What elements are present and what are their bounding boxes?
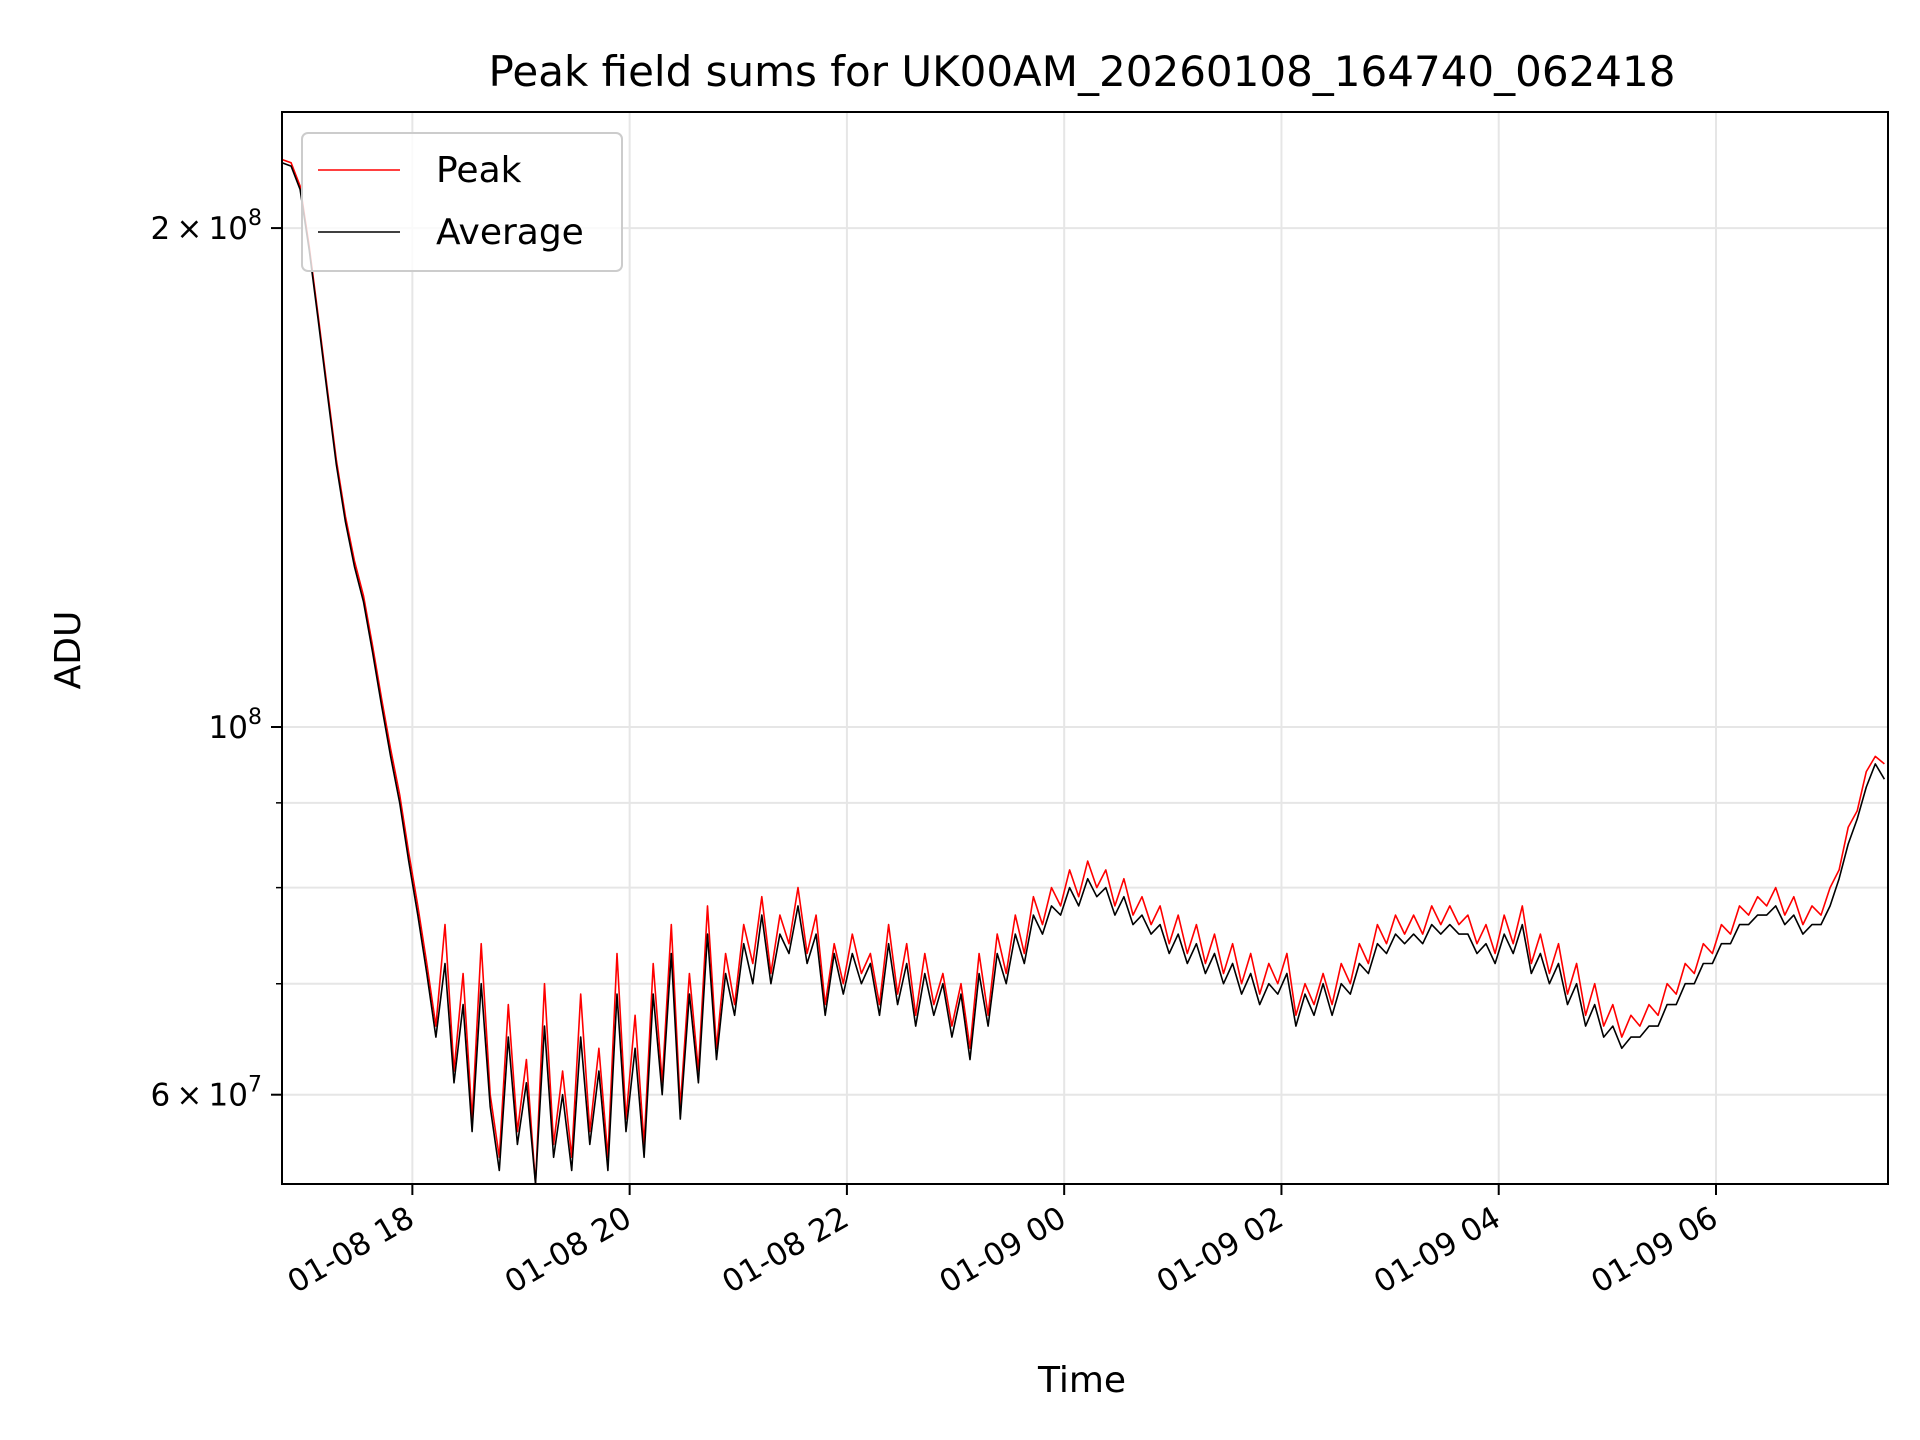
y-tick-label: 6 × 107 [150,1073,262,1114]
chart-title: Peak field sums for UK00AM_20260108_1647… [489,47,1676,96]
legend-label-average: Average [436,212,584,253]
series-line-average [282,162,1886,1184]
legend-box [301,132,623,272]
y-tick-label: 2 × 108 [150,206,262,247]
plot-lines [282,158,1886,1184]
series-line-peak [282,158,1885,1184]
grid [282,112,1888,1184]
plot-frame [281,111,1889,1185]
legend-label-peak: Peak [436,150,522,191]
y-axis-ticks: 6 × 107 108 2 × 108 [150,206,282,1114]
y-axis-label: ADU [48,611,89,690]
legend: Peak Average [301,132,623,272]
x-axis-label: Time [1037,1360,1126,1401]
y-tick-label: 108 [209,705,262,746]
